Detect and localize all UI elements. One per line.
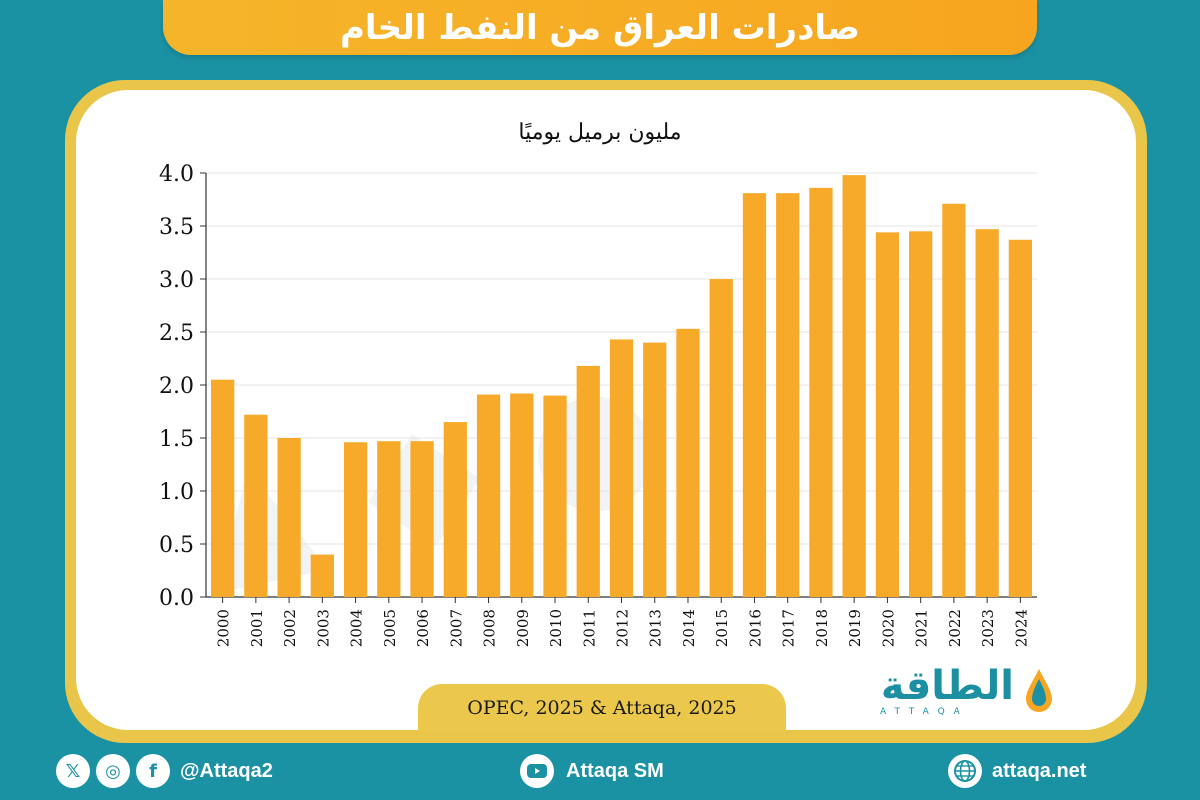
bar — [842, 175, 866, 597]
y-tick-label: 3.0 — [159, 268, 194, 293]
x-tick-label: 2021 — [913, 609, 931, 647]
x-tick-label: 2002 — [281, 609, 299, 647]
bar — [210, 379, 235, 597]
chart-title: صادرات العراق من النفط الخام — [339, 7, 861, 48]
bar — [643, 342, 667, 597]
y-tick-label: 1.5 — [159, 427, 194, 452]
x-tick-label: 2011 — [580, 609, 598, 647]
bar — [742, 193, 767, 597]
x-tick-label: 2017 — [780, 609, 798, 647]
x-tick-label: 2007 — [447, 609, 465, 647]
bar — [510, 393, 534, 597]
y-tick-label: 2.5 — [159, 321, 194, 346]
attaqa-logo: الطاقة ATTAQA — [862, 663, 1062, 723]
social-links: 𝕏 ◎ f @Attaqa2 — [56, 742, 273, 800]
x-twitter-icon[interactable]: 𝕏 — [56, 754, 90, 788]
title-banner: صادرات العراق من النفط الخام — [163, 0, 1037, 55]
bar — [476, 394, 501, 597]
source-text: OPEC, 2025 & Attaqa, 2025 — [467, 697, 737, 719]
logo-arabic-text: الطاقة — [880, 663, 1014, 709]
bar — [244, 414, 268, 597]
x-tick-label: 2012 — [614, 609, 632, 647]
bar — [576, 365, 600, 597]
bar — [709, 279, 733, 597]
x-tick-label: 2014 — [680, 609, 698, 647]
bar — [410, 441, 434, 597]
x-tick-label: 2001 — [248, 609, 266, 647]
bar — [277, 438, 301, 597]
footer: 𝕏 ◎ f @Attaqa2 Attaqa SM attaqa.net — [0, 742, 1200, 800]
bar — [942, 203, 966, 598]
youtube-icon[interactable] — [520, 754, 554, 788]
globe-icon[interactable] — [948, 754, 982, 788]
website-url[interactable]: attaqa.net — [992, 759, 1087, 782]
x-tick-label: 2016 — [746, 609, 764, 647]
bar — [776, 193, 800, 597]
bar — [809, 187, 833, 597]
social-handle[interactable]: @Attaqa2 — [180, 759, 273, 782]
x-tick-label: 2018 — [813, 609, 831, 647]
x-tick-label: 2005 — [381, 609, 399, 647]
bar — [676, 328, 700, 597]
y-tick-label: 2.0 — [159, 374, 194, 399]
bar — [609, 339, 634, 597]
bar — [909, 231, 933, 598]
x-tick-label: 2010 — [547, 609, 565, 647]
x-tick-label: 2003 — [314, 609, 332, 647]
website-link: attaqa.net — [948, 742, 1086, 800]
youtube-channel[interactable]: Attaqa SM — [566, 759, 664, 782]
instagram-icon[interactable]: ◎ — [96, 754, 130, 788]
x-tick-label: 2013 — [647, 609, 665, 647]
x-tick-label: 2019 — [846, 609, 864, 647]
x-tick-label: 2023 — [979, 609, 997, 647]
youtube-link: Attaqa SM — [520, 742, 664, 800]
y-tick-label: 4.0 — [159, 162, 194, 187]
y-tick-label: 3.5 — [159, 215, 194, 240]
x-tick-label: 2024 — [1012, 609, 1030, 647]
bar — [443, 422, 467, 597]
bar — [1008, 239, 1033, 597]
bar — [343, 442, 368, 597]
x-tick-label: 2022 — [946, 609, 964, 647]
unit-label: مليون برميل يوميًا — [518, 120, 682, 145]
x-tick-label: 2015 — [713, 609, 731, 647]
oil-drop-icon — [1026, 669, 1052, 712]
bar — [377, 441, 401, 597]
y-tick-label: 1.0 — [159, 480, 194, 505]
facebook-icon[interactable]: f — [136, 754, 170, 788]
bar — [975, 229, 999, 597]
bar — [875, 232, 900, 598]
bar — [310, 554, 334, 597]
x-tick-label: 2009 — [514, 609, 532, 647]
logo-latin-text: ATTAQA — [880, 707, 969, 717]
y-tick-label: 0.5 — [159, 533, 194, 558]
x-tick-label: 2020 — [879, 609, 897, 647]
x-tick-label: 2004 — [348, 609, 366, 647]
x-tick-label: 2006 — [414, 609, 432, 647]
source-pill: OPEC, 2025 & Attaqa, 2025 — [418, 684, 786, 732]
x-tick-label: 2008 — [481, 609, 499, 647]
bar — [543, 395, 567, 597]
x-tick-label: 2000 — [215, 609, 233, 647]
y-tick-label: 0.0 — [159, 586, 194, 611]
